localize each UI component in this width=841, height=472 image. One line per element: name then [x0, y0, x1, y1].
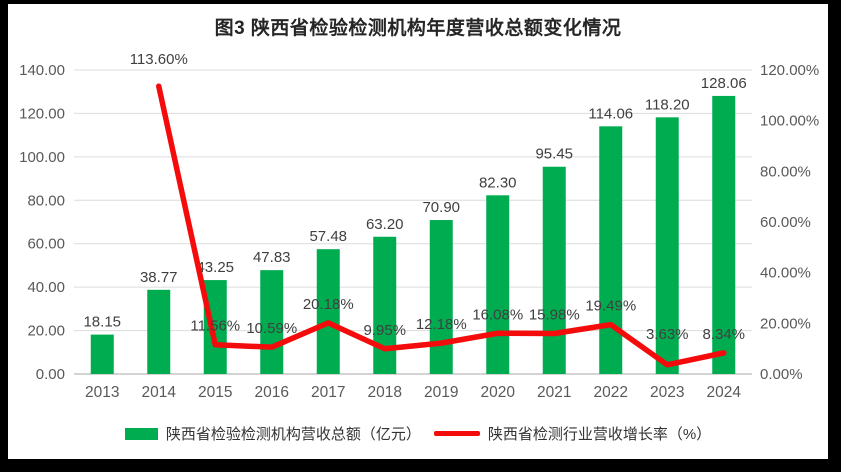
bar-value-label: 118.20 [645, 96, 690, 113]
x-axis-tick-label: 2021 [537, 384, 571, 401]
legend-bar-label: 陕西省检验检测机构营收总额（亿元） [165, 426, 421, 443]
line-value-label: 10.59% [246, 320, 297, 337]
bar-value-label: 70.90 [422, 199, 460, 216]
x-axis-tick-label: 2020 [481, 384, 516, 401]
bar-value-label: 128.06 [701, 75, 747, 92]
x-axis-tick-label: 2018 [368, 384, 402, 401]
line-value-label: 11.56% [190, 318, 240, 335]
legend-line-swatch-icon [433, 431, 480, 436]
legend-bar-swatch-icon [124, 427, 158, 440]
right-axis-tick-label: 40.00% [760, 265, 811, 282]
x-axis-tick-label: 2022 [594, 384, 628, 401]
bar-value-label: 82.30 [479, 174, 517, 191]
chart-background [8, 4, 828, 459]
right-axis-tick-label: 120.00% [760, 62, 819, 79]
revenue-bar [542, 166, 566, 374]
line-value-label: 16.08% [472, 306, 523, 323]
left-axis-tick-label: 40.00 [27, 279, 65, 296]
revenue-bar [712, 95, 736, 375]
left-axis-tick-label: 20.00 [27, 323, 65, 340]
left-axis-tick-label: 80.00 [27, 192, 65, 209]
legend-line-label: 陕西省检测行业营收增长率（%） [487, 426, 712, 443]
x-axis-tick-label: 2015 [198, 384, 232, 401]
left-axis-tick-label: 100.00 [19, 149, 65, 166]
left-axis-tick-label: 140.00 [19, 62, 65, 79]
revenue-bar [429, 220, 453, 374]
revenue-bar [655, 117, 679, 374]
x-axis-tick-label: 2013 [85, 384, 119, 401]
line-value-label: 20.18% [303, 296, 354, 313]
line-value-label: 113.60% [130, 51, 188, 68]
legend: 陕西省检验检测机构营收总额（亿元） 陕西省检测行业营收增长率（%） [8, 423, 828, 444]
line-value-label: 8.34% [702, 326, 745, 343]
bar-value-label: 47.83 [253, 249, 291, 266]
bar-value-label: 43.25 [196, 259, 234, 276]
x-axis-tick-label: 2016 [255, 384, 289, 401]
growth-rate-line [156, 83, 727, 368]
right-axis-tick-label: 20.00% [760, 315, 811, 332]
bar-value-label: 114.06 [588, 105, 633, 122]
revenue-bar [316, 249, 340, 374]
bar-value-label: 18.15 [83, 314, 121, 331]
line-value-label: 19.49% [585, 298, 636, 315]
left-axis-tick-label: 0.00 [36, 366, 65, 383]
revenue-bar [486, 195, 510, 374]
left-axis-tick-label: 60.00 [27, 236, 65, 253]
revenue-bar [373, 236, 397, 374]
bar-value-label: 57.48 [309, 228, 347, 245]
x-axis-tick-label: 2014 [142, 384, 177, 401]
x-axis-tick-label: 2024 [707, 384, 742, 401]
bar-value-label: 95.45 [535, 146, 573, 163]
line-value-label: 15.98% [529, 307, 580, 324]
line-value-label: 3.63% [646, 326, 689, 343]
line-value-label: 9.95% [363, 322, 406, 339]
revenue-bar [599, 126, 623, 374]
legend-item-revenue: 陕西省检验检测机构营收总额（亿元） [124, 423, 421, 444]
left-axis-tick-label: 120.00 [19, 105, 65, 122]
right-axis-tick-label: 100.00% [760, 113, 819, 130]
x-axis-tick-label: 2023 [650, 384, 684, 401]
line-value-label: 12.18% [416, 316, 467, 333]
x-axis-tick-label: 2017 [311, 384, 345, 401]
right-axis-tick-label: 0.00% [760, 366, 803, 383]
bar-value-label: 38.77 [140, 269, 178, 286]
right-axis-tick-label: 80.00% [760, 163, 811, 180]
revenue-bar [90, 334, 114, 374]
right-axis-tick-label: 60.00% [760, 214, 811, 231]
revenue-bar [147, 289, 171, 374]
bar-value-label: 63.20 [366, 216, 404, 233]
legend-item-growth: 陕西省检测行业营收增长率（%） [433, 423, 712, 444]
revenue-bar [203, 280, 227, 374]
chart-title: 图3 陕西省检验检测机构年度营收总额变化情况 [214, 18, 622, 39]
x-axis-tick-label: 2019 [424, 384, 458, 401]
